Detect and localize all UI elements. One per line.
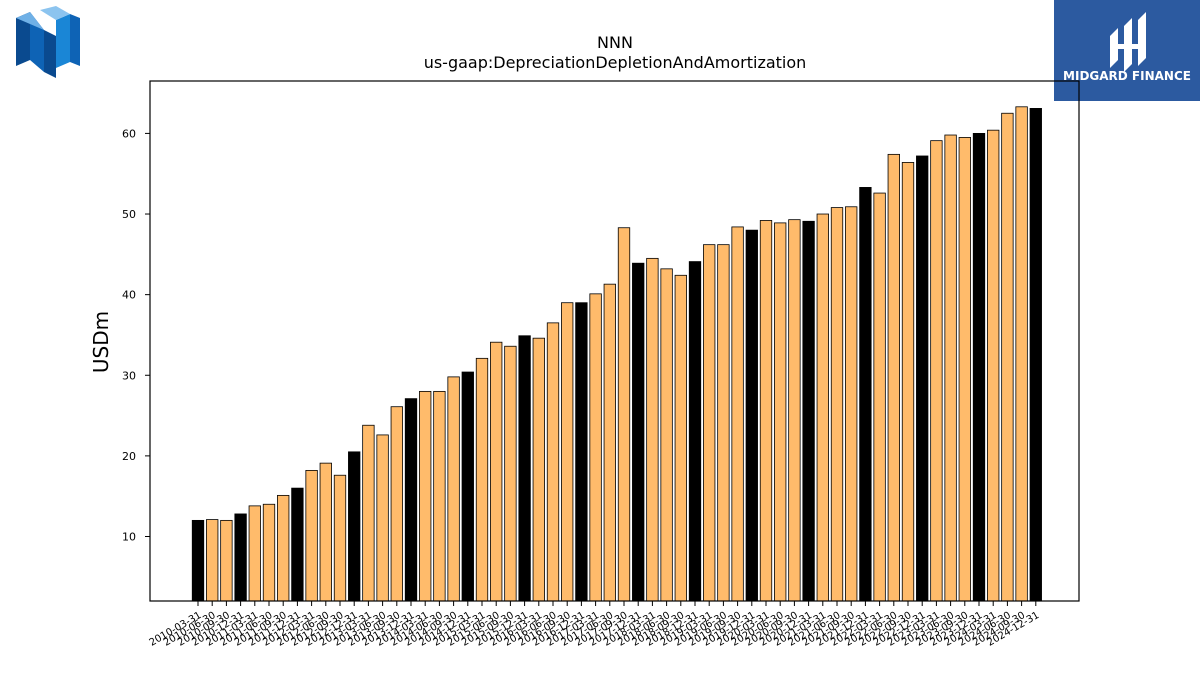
bar-2018-12-31 <box>688 261 702 602</box>
bar-2010-03-31 <box>191 519 205 602</box>
bar-2023-06-30 <box>944 134 957 602</box>
bar-2022-03-31 <box>873 192 886 602</box>
bar-2017-03-31 <box>589 293 602 602</box>
midgard-logo-text: MIDGARD FINANCE <box>1063 69 1191 83</box>
bar-2014-06-30 <box>433 390 446 602</box>
bar-2019-06-30 <box>717 244 730 602</box>
bar-2013-03-31 <box>362 424 375 602</box>
bar-2014-03-31 <box>419 390 432 602</box>
bar-2016-12-31 <box>575 302 588 602</box>
y-tick-label: 10 <box>122 531 136 544</box>
bar-2013-06-30 <box>376 434 389 602</box>
bar-2012-03-31 <box>305 469 318 602</box>
bar-2014-09-30 <box>447 376 460 602</box>
bar-2021-03-31 <box>816 213 829 602</box>
bar-2017-12-31 <box>632 262 645 602</box>
bar-2021-09-30 <box>845 206 858 602</box>
chart-subtitle: us-gaap:DepreciationDepletionAndAmortiza… <box>424 53 807 72</box>
bar-2011-09-30 <box>277 494 290 602</box>
bar-2011-12-31 <box>291 487 304 602</box>
bar-2016-09-30 <box>561 302 574 602</box>
y-tick-label: 20 <box>122 450 136 463</box>
bar-2024-06-30 <box>1001 112 1014 602</box>
bar-2011-03-31 <box>248 505 261 602</box>
bar-2012-09-30 <box>333 474 347 602</box>
bar-2020-12-31 <box>802 220 815 602</box>
bar-2015-09-30 <box>504 345 517 602</box>
plot-frame <box>149 80 1080 602</box>
bar-2021-06-30 <box>830 207 844 602</box>
bar-2019-12-31 <box>745 229 758 602</box>
bars-group <box>191 106 1042 602</box>
bar-2024-09-30 <box>1015 106 1028 602</box>
bar-2012-12-31 <box>348 451 361 602</box>
bar-2018-09-30 <box>674 274 687 602</box>
bar-2015-06-30 <box>490 341 503 602</box>
bar-2017-09-30 <box>617 227 631 602</box>
bar-2010-06-30 <box>206 519 219 602</box>
bar-2010-09-30 <box>220 519 233 602</box>
y-tick-label: 50 <box>122 208 136 221</box>
y-tick-label: 40 <box>122 289 136 302</box>
x-axis-ticks: 2010-03-312010-06-302010-09-302010-12-31… <box>148 601 1041 649</box>
bar-2020-09-30 <box>788 219 801 602</box>
bar-2020-06-30 <box>774 222 787 602</box>
bar-2013-09-30 <box>390 406 403 602</box>
bar-2018-03-31 <box>646 257 659 602</box>
bar-2017-06-30 <box>603 283 616 602</box>
nnn-logo-icon <box>16 6 80 78</box>
bar-2021-12-31 <box>859 187 872 602</box>
bar-2022-06-30 <box>887 153 900 602</box>
y-axis-label: USDm <box>89 311 113 373</box>
bar-2023-12-31 <box>972 132 986 602</box>
bar-2019-03-31 <box>703 244 716 602</box>
midgard-finance-logo-icon <box>1110 12 1146 72</box>
y-tick-label: 60 <box>122 127 136 140</box>
bar-2022-09-30 <box>901 162 915 602</box>
midgard-finance-logo: MIDGARD FINANCE <box>1054 0 1200 101</box>
chart-title: NNN <box>597 33 633 52</box>
bar-2016-03-31 <box>532 337 545 602</box>
bar-2018-06-30 <box>660 268 673 602</box>
bar-2014-12-31 <box>461 371 474 602</box>
bar-2024-03-31 <box>987 129 1000 602</box>
bar-2023-09-30 <box>958 137 971 602</box>
y-axis-ticks: 10 20 30 40 50 60 <box>122 127 150 544</box>
y-tick-label: 30 <box>122 369 136 382</box>
bar-2023-03-31 <box>930 140 943 602</box>
bar-2022-12-31 <box>916 155 929 602</box>
bar-2010-12-31 <box>234 513 247 602</box>
bar-2020-03-31 <box>759 220 773 602</box>
bar-2016-06-30 <box>546 322 560 602</box>
bar-2024-12-31 <box>1029 108 1042 602</box>
bar-2011-06-30 <box>262 503 276 602</box>
bar-2013-12-31 <box>404 398 418 602</box>
bar-2015-12-31 <box>518 335 531 602</box>
bar-2015-03-31 <box>475 357 489 602</box>
bar-2012-06-30 <box>319 462 332 602</box>
bar-2019-09-30 <box>731 226 744 602</box>
